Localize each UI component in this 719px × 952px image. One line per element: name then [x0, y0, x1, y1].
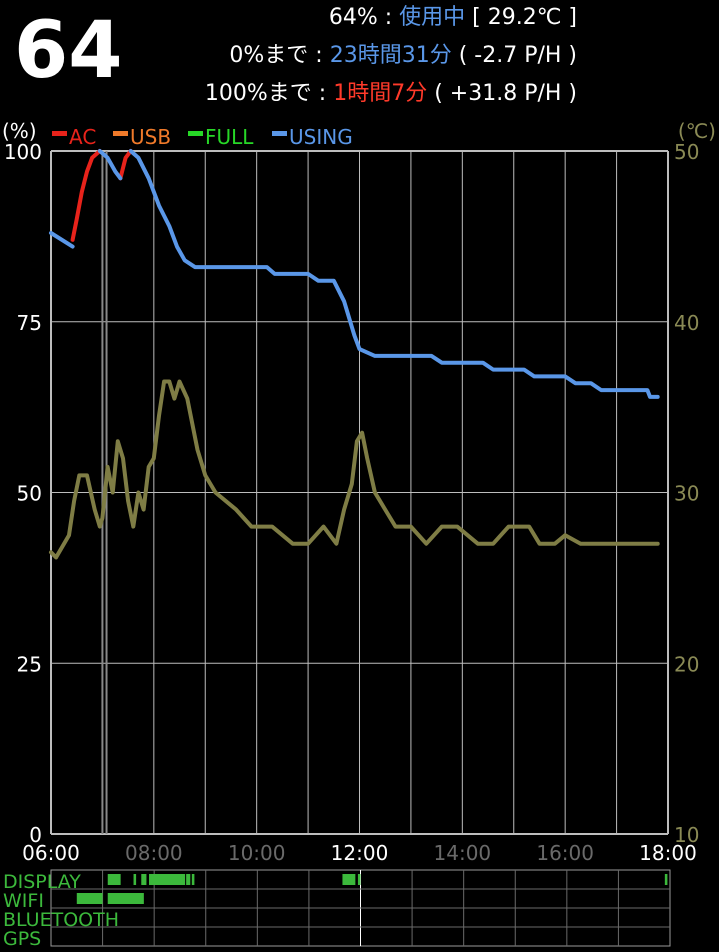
legend-label-using: USING [289, 125, 353, 149]
x-tick: 14:00 [434, 841, 492, 865]
battery-temperature: [ 29.2℃ ] [465, 5, 577, 30]
status-bar-display [191, 874, 195, 885]
y-tick-right: 20 [674, 652, 699, 676]
time-to-full-label: 100%まで [204, 81, 312, 106]
legend-swatch-using [272, 131, 287, 136]
series-line-ac [70, 149, 102, 242]
y-tick-left: 75 [17, 311, 42, 335]
legend-label-full: FULL [205, 125, 254, 149]
legend-label-ac: AC [69, 125, 96, 149]
charge-state: 使用中 [399, 5, 466, 30]
time-to-empty: 23時間31分 [329, 43, 452, 68]
y-tick-right: 50 [674, 140, 699, 164]
series-line-ac [118, 149, 133, 181]
y-tick-left: 0 [29, 823, 42, 847]
status-label-gps: GPS [3, 928, 41, 950]
status-bar-display [664, 874, 668, 885]
charge-rate: ( +31.8 P/H ) [427, 81, 577, 106]
x-tick: 10:00 [228, 841, 286, 865]
y-axis-unit-left: (%) [2, 119, 37, 143]
current-percent: 64% [328, 5, 378, 30]
legend-swatch-full [188, 131, 203, 136]
y-tick-left: 50 [17, 482, 42, 506]
legend-swatch-ac [52, 131, 67, 136]
y-tick-right: 10 [674, 823, 699, 847]
x-tick: 08:00 [125, 841, 183, 865]
series-line-using [128, 149, 660, 399]
time-to-empty-label: 0%まで [229, 43, 309, 68]
status-label-wifi: WIFI [3, 890, 44, 912]
y-tick-right: 30 [674, 482, 699, 506]
time-to-full: 1時間7分 [333, 81, 428, 106]
legend-swatch-usb [113, 131, 128, 136]
status-bar-wifi [76, 893, 103, 904]
y-tick-left: 100 [4, 140, 42, 164]
series-line-using [97, 149, 123, 181]
y-tick-left: 25 [17, 652, 42, 676]
status-bar-wifi [107, 893, 144, 904]
status-label-display: DISPLAY [3, 871, 81, 893]
x-axis-ticks: 06:00 08:00 10:00 12:00 14:00 16:00 18:00 [22, 841, 697, 865]
chart-series [49, 149, 660, 560]
legend-label-usb: USB [130, 125, 171, 149]
battery-level-large: 64 [14, 6, 123, 96]
status-bar-display [186, 874, 191, 885]
status-bar-display [342, 874, 356, 885]
status-line: 64% : 使用中 [ 29.2℃ ] [328, 5, 577, 30]
status-bar-display [133, 874, 137, 885]
status-bar-display [149, 874, 186, 885]
x-tick: 18:00 [639, 841, 697, 865]
y-axis-unit-right: (℃) [678, 119, 716, 143]
series-line-using [49, 231, 75, 249]
x-tick: 12:00 [331, 841, 389, 865]
y-axis-ticks: 100 75 50 25 0 50 40 30 20 10 [4, 140, 700, 847]
chart-grid [50, 150, 669, 835]
discharge-rate: ( -2.7 P/H ) [451, 43, 577, 68]
time-to-full-line: 100%まで : 1時間7分 ( +31.8 P/H ) [204, 81, 577, 106]
status-bar-display [107, 874, 121, 885]
x-tick: 06:00 [22, 841, 80, 865]
series-line-temperature [49, 379, 660, 560]
time-to-empty-line: 0%まで : 23時間31分 ( -2.7 P/H ) [229, 43, 577, 68]
x-tick: 16:00 [536, 841, 594, 865]
chart-legend: AC USB FULL USING [52, 125, 353, 149]
y-tick-right: 40 [674, 311, 699, 335]
status-bar-display [141, 874, 147, 885]
status-bar-display [357, 874, 361, 885]
status-label-bluetooth: BLUETOOTH [3, 909, 119, 931]
